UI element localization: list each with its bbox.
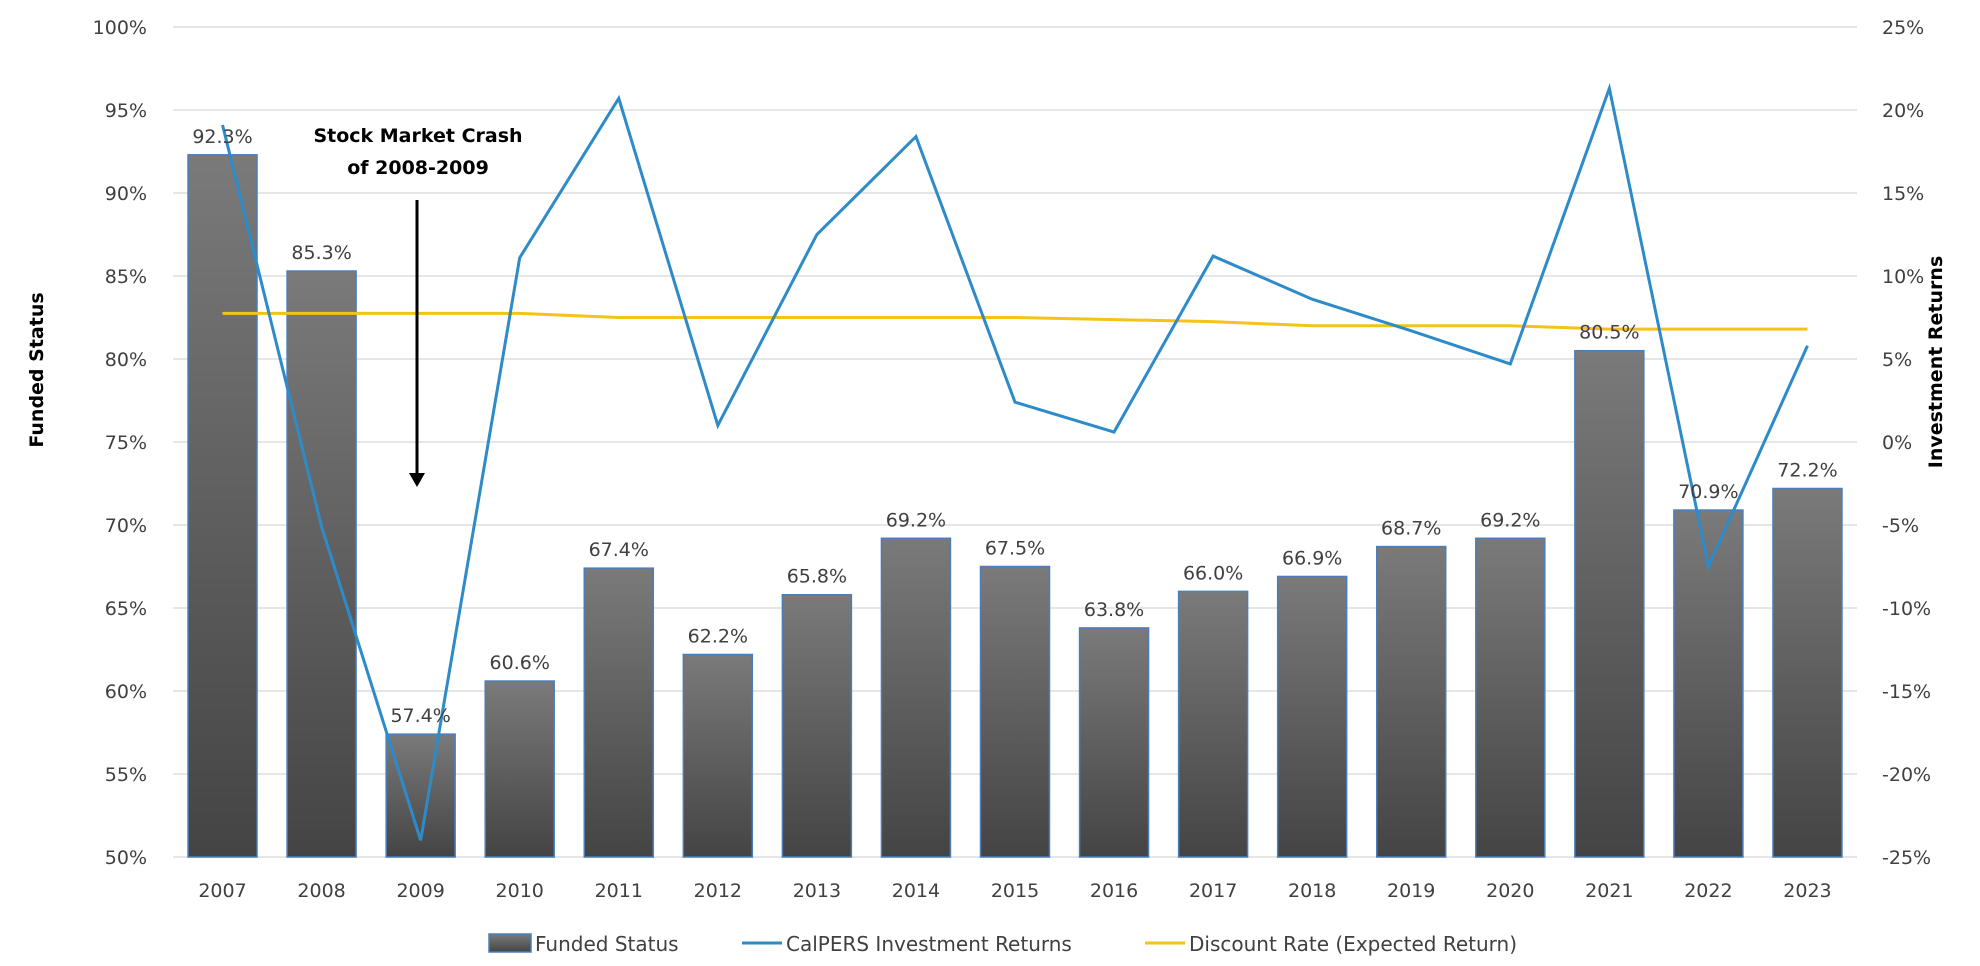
bar [1475,537,1546,858]
bar [1078,627,1150,858]
left-tick-label: 50% [105,847,147,869]
data-label: 85.3% [291,242,351,264]
bar [682,653,754,858]
data-label: 57.4% [390,705,450,727]
x-tick-label: 2017 [1189,880,1237,902]
bar [286,270,357,858]
legend-label-funded-status: Funded Status [535,932,679,956]
right-tick-label: 5% [1882,349,1912,371]
annotation-line-2: of 2008-2009 [347,157,489,179]
x-tick-label: 2007 [198,880,246,902]
bar [1772,487,1843,858]
left-tick-label: 85% [105,266,147,288]
x-tick-label: 2009 [396,880,444,902]
left-tick-label: 80% [105,349,147,371]
left-tick-label: 70% [105,515,147,537]
left-axis-title: Funded Status [26,292,48,447]
x-tick-label: 2010 [496,880,544,902]
right-tick-label: 20% [1882,100,1924,122]
x-tick-label: 2012 [694,880,742,902]
legend-label-discount-rate: Discount Rate (Expected Return) [1189,932,1517,956]
data-label: 72.2% [1777,459,1837,481]
data-label: 68.7% [1381,518,1441,540]
x-tick-label: 2020 [1486,880,1534,902]
x-axis-ticks: 2007 2008 2009 2010 2011 2012 2013 2014 2015 2016… [198,880,1831,902]
x-tick-label: 2011 [595,880,643,902]
data-label: 80.5% [1579,322,1639,344]
annotation-line-1: Stock Market Crash [313,125,522,147]
line-series [221,82,1809,841]
right-tick-label: 0% [1882,432,1912,454]
right-tick-label: 10% [1882,266,1924,288]
right-tick-label: -5% [1882,515,1919,537]
left-tick-label: 75% [105,432,147,454]
x-tick-label: 2018 [1288,880,1336,902]
right-tick-label: 15% [1882,183,1924,205]
x-tick-label: 2019 [1387,880,1435,902]
x-tick-label: 2013 [793,880,841,902]
bar [1276,575,1348,858]
bar [583,567,655,858]
x-tick-label: 2016 [1090,880,1138,902]
data-label: 66.0% [1183,562,1243,584]
data-label: 67.4% [589,539,649,561]
legend-label-returns: CalPERS Investment Returns [786,932,1072,956]
x-tick-label: 2015 [991,880,1039,902]
data-label: 67.5% [985,538,1045,560]
discount-rate-line [222,311,1808,331]
x-tick-label: 2008 [297,880,345,902]
bar [484,680,555,858]
data-label: 62.2% [688,625,748,647]
data-label: 66.9% [1282,547,1342,569]
data-label: 92.3% [192,126,252,148]
bar [979,565,1051,858]
annotation-arrowhead [409,473,425,487]
x-tick-label: 2023 [1783,880,1831,902]
x-tick-label: 2022 [1684,880,1732,902]
right-tick-label: 25% [1882,17,1924,39]
data-label: 69.2% [1480,509,1540,531]
right-tick-label: -20% [1882,764,1931,786]
right-tick-label: -15% [1882,681,1931,703]
funded-status-bars [187,154,1843,858]
bar-data-labels: 92.3% 85.3% 57.4% 60.6% 67.4% 62.2% 65.8% 69.2%… [192,126,1837,727]
left-tick-label: 90% [105,183,147,205]
data-label: 60.6% [490,652,550,674]
data-label: 70.9% [1678,481,1738,503]
bar [880,537,952,858]
data-label: 69.2% [886,509,946,531]
bar [1177,590,1249,858]
right-axis-title: Investment Returns [1925,256,1947,469]
bar [781,593,853,858]
left-axis-ticks: 50% 55% 60% 65% 70% 75% 80% 85% 90% 95% 100% [93,17,147,869]
bar [1375,545,1447,858]
left-tick-label: 95% [105,100,147,122]
left-tick-label: 65% [105,598,147,620]
left-tick-label: 100% [93,17,147,39]
data-label: 63.8% [1084,599,1144,621]
x-tick-label: 2014 [892,880,940,902]
bar [1574,349,1645,858]
right-axis-ticks: -25% -20% -15% -10% -5% 0% 5% 10% 15% 20% 25% [1882,17,1931,869]
right-tick-label: -25% [1882,847,1931,869]
returns-line [221,82,1809,841]
left-tick-label: 55% [105,764,147,786]
x-tick-label: 2021 [1585,880,1633,902]
legend: Funded Status CalPERS Investment Returns… [488,932,1517,956]
data-label: 65.8% [787,566,847,588]
left-tick-label: 60% [105,681,147,703]
legend-swatch-funded-status [488,933,532,953]
annotation: Stock Market Crash of 2008-2009 [313,125,523,487]
right-tick-label: -10% [1882,598,1931,620]
bar [187,154,258,858]
